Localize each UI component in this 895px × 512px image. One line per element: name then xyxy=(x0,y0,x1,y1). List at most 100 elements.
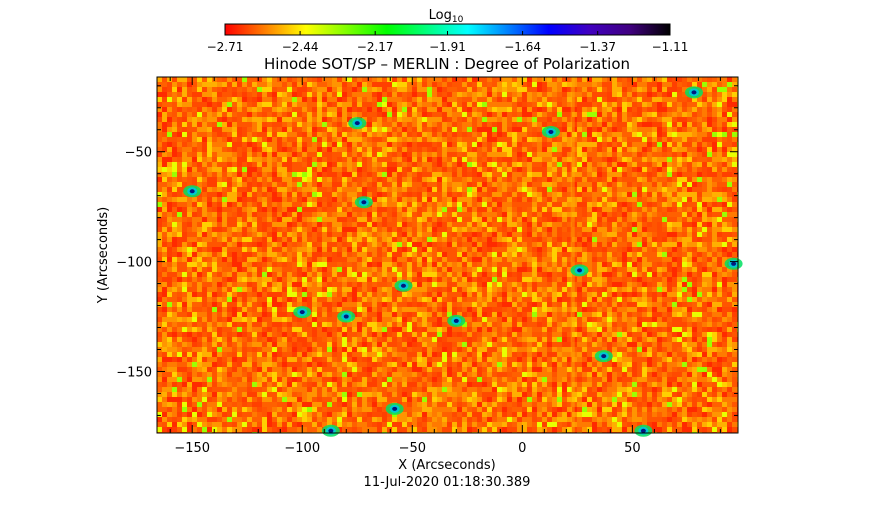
heatmap-cell xyxy=(197,212,202,217)
heatmap-cell xyxy=(532,137,537,142)
heatmap-cell xyxy=(297,157,302,162)
heatmap-cell xyxy=(612,207,617,212)
heatmap-cell xyxy=(677,77,682,82)
heatmap-cell xyxy=(617,212,622,217)
heatmap-cell xyxy=(517,212,522,217)
heatmap-cell xyxy=(462,207,467,212)
heatmap-cell xyxy=(702,227,707,232)
heatmap-cell xyxy=(362,97,367,102)
heatmap-cell xyxy=(692,197,697,202)
heatmap-cell xyxy=(657,192,662,197)
heatmap-cell xyxy=(222,282,227,287)
heatmap-cell xyxy=(212,252,217,257)
heatmap-cell xyxy=(267,107,272,112)
heatmap-cell xyxy=(277,117,282,122)
heatmap-cell xyxy=(692,102,697,107)
heatmap-cell xyxy=(662,237,667,242)
heatmap-cell xyxy=(392,212,397,217)
heatmap-cell xyxy=(532,217,537,222)
heatmap-cell xyxy=(477,222,482,227)
heatmap-cell xyxy=(257,257,262,262)
heatmap-cell xyxy=(682,222,687,227)
heatmap-cell xyxy=(477,237,482,242)
heatmap-cell xyxy=(667,177,672,182)
heatmap-cell xyxy=(637,77,642,82)
heatmap-cell xyxy=(597,107,602,112)
heatmap-cell xyxy=(562,247,567,252)
heatmap-cell xyxy=(662,222,667,227)
heatmap-cell xyxy=(392,77,397,82)
heatmap-cell xyxy=(182,122,187,127)
heatmap-cell xyxy=(287,187,292,192)
heatmap-cell xyxy=(592,92,597,97)
heatmap-cell xyxy=(482,217,487,222)
heatmap-cell xyxy=(272,182,277,187)
heatmap-cell xyxy=(182,227,187,232)
heatmap-cell xyxy=(547,142,552,147)
heatmap-cell xyxy=(607,212,612,217)
heatmap-cell xyxy=(297,252,302,257)
heatmap-cell xyxy=(547,207,552,212)
heatmap-cell xyxy=(487,207,492,212)
heatmap-cell xyxy=(462,147,467,152)
heatmap-cell xyxy=(492,242,497,247)
heatmap-cell xyxy=(422,162,427,167)
heatmap-cell xyxy=(502,202,507,207)
heatmap-cell xyxy=(697,207,702,212)
heatmap-cell xyxy=(402,182,407,187)
heatmap-cell xyxy=(182,87,187,92)
heatmap-cell xyxy=(612,232,617,237)
heatmap-cell xyxy=(532,242,537,247)
heatmap-cell xyxy=(342,137,347,142)
heatmap-cell xyxy=(202,282,207,287)
heatmap-cell xyxy=(157,202,162,207)
heatmap-cell xyxy=(562,87,567,92)
heatmap-cell xyxy=(622,252,627,257)
heatmap-cell xyxy=(577,172,582,177)
heatmap-cell xyxy=(547,242,552,247)
heatmap-cell xyxy=(277,287,282,292)
heatmap-cell xyxy=(717,172,722,177)
heatmap-cell xyxy=(267,127,272,132)
heatmap-cell xyxy=(637,267,642,272)
heatmap-cell xyxy=(667,237,672,242)
heatmap-cell xyxy=(402,152,407,157)
heatmap-cell xyxy=(582,207,587,212)
heatmap-cell xyxy=(257,177,262,182)
heatmap-cell xyxy=(217,262,222,267)
heatmap-cell xyxy=(567,192,572,197)
heatmap-cell xyxy=(577,197,582,202)
heatmap-cell xyxy=(172,247,177,252)
heatmap-cell xyxy=(317,182,322,187)
heatmap-cell xyxy=(392,272,397,277)
heatmap-cell xyxy=(682,122,687,127)
heatmap-cell xyxy=(372,142,377,147)
heatmap-cell xyxy=(247,107,252,112)
heatmap-cell xyxy=(627,197,632,202)
heatmap-cell xyxy=(352,242,357,247)
heatmap-cell xyxy=(427,127,432,132)
heatmap-cell xyxy=(617,87,622,92)
heatmap-cell xyxy=(247,157,252,162)
heatmap-cell xyxy=(417,262,422,267)
heatmap-cell xyxy=(722,262,727,267)
heatmap-cell xyxy=(352,92,357,97)
heatmap-cell xyxy=(257,247,262,252)
heatmap-cell xyxy=(347,147,352,152)
heatmap-cell xyxy=(237,242,242,247)
heatmap-cell xyxy=(262,147,267,152)
heatmap-cell xyxy=(557,237,562,242)
heatmap-cell xyxy=(237,272,242,277)
heatmap-cell xyxy=(497,202,502,207)
heatmap-cell xyxy=(527,177,532,182)
heatmap-cell xyxy=(502,242,507,247)
heatmap-cell xyxy=(577,167,582,172)
heatmap-cell xyxy=(732,187,737,192)
heatmap-cell xyxy=(282,122,287,127)
heatmap-cell xyxy=(517,227,522,232)
heatmap-cell xyxy=(517,132,522,137)
heatmap-cell xyxy=(267,227,272,232)
heatmap-cell xyxy=(442,77,447,82)
heatmap-cell xyxy=(342,192,347,197)
heatmap-cell xyxy=(252,257,257,262)
